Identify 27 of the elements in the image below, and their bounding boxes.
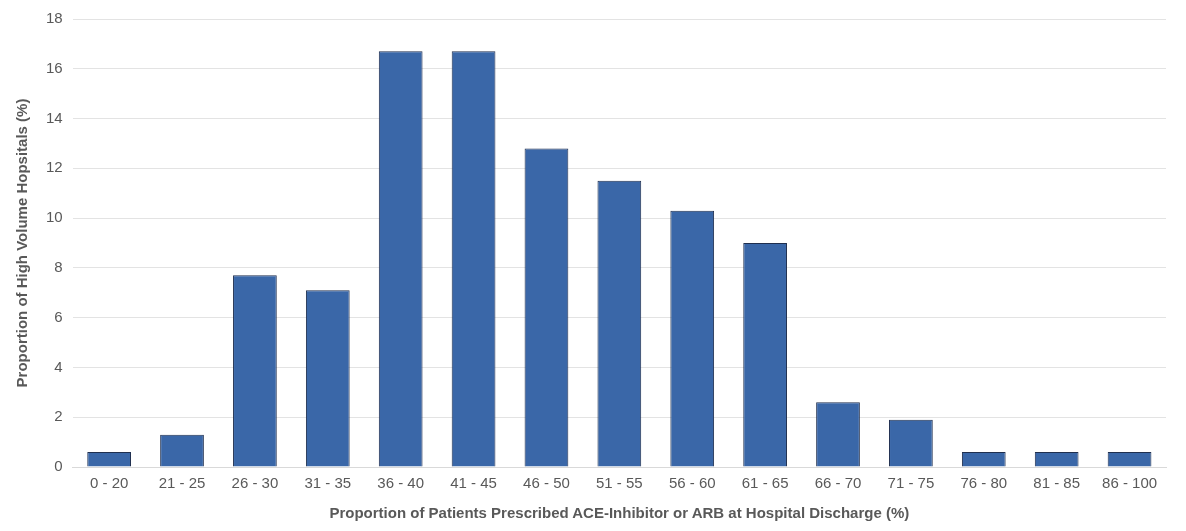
x-tick-label: 71 - 75: [887, 474, 935, 492]
x-tick-label: 81 - 85: [1033, 474, 1081, 492]
x-tick-label: 46 - 50: [523, 474, 570, 492]
x-tick-label: 56 - 60: [668, 474, 716, 492]
y-tick-label: 2: [54, 407, 63, 425]
y-axis-title: Proportion of High Volume Hopsitals (%): [13, 98, 31, 388]
y-tick-label: 6: [54, 307, 63, 325]
x-tick-label: 0 - 20: [89, 474, 129, 492]
x-tick-label: 86 - 100: [1102, 474, 1158, 492]
y-tick-label: 14: [46, 108, 63, 126]
y-tick-label: 10: [46, 208, 63, 226]
y-tick-label: 16: [46, 58, 63, 76]
x-tick-label: 21 - 25: [158, 474, 206, 492]
x-tick-label: 41 - 45: [450, 474, 497, 492]
y-tick-label: 0: [54, 457, 63, 475]
x-axis-title: Proportion of Patients Prescribed ACE-Inhibitor or ARB at Hospital Discharge (%): [329, 504, 910, 522]
x-tick-label: 51 - 55: [595, 474, 643, 492]
y-tick-label: 12: [46, 158, 63, 176]
x-tick-label: 36 - 40: [377, 474, 425, 492]
y-tick-label: 4: [54, 357, 63, 375]
x-tick-label: 66 - 70: [814, 474, 862, 492]
x-tick-label: 76 - 80: [960, 474, 1008, 492]
x-tick-label: 26 - 30: [231, 474, 279, 492]
y-tick-label: 18: [46, 9, 63, 27]
x-tick-label: 31 - 35: [304, 474, 352, 492]
x-tick-label: 61 - 65: [741, 474, 789, 492]
y-tick-label: 8: [54, 258, 63, 276]
